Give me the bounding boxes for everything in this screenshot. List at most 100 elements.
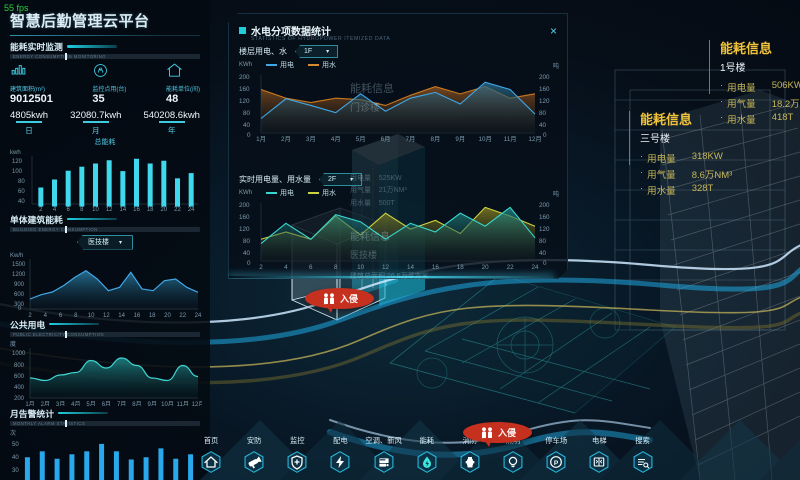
svg-text:4: 4	[44, 313, 48, 317]
svg-text:22: 22	[179, 313, 186, 317]
svg-text:200: 200	[14, 396, 25, 402]
svg-text:160: 160	[539, 214, 550, 221]
svg-text:120: 120	[539, 226, 550, 233]
svg-text:160: 160	[539, 86, 550, 93]
svg-text:600: 600	[14, 292, 25, 298]
svg-text:10: 10	[92, 207, 99, 212]
svg-text:8月: 8月	[132, 401, 141, 406]
svg-text:200: 200	[239, 202, 250, 209]
svg-text:8: 8	[74, 313, 78, 317]
svg-text:60: 60	[18, 189, 25, 195]
svg-text:24: 24	[188, 207, 195, 212]
svg-text:100: 100	[12, 169, 23, 175]
svg-text:0: 0	[247, 132, 251, 139]
svg-text:9月: 9月	[455, 135, 465, 142]
svg-text:12月: 12月	[528, 135, 541, 142]
svg-text:P: P	[554, 460, 559, 467]
svg-text:40: 40	[12, 455, 19, 461]
svg-text:14: 14	[118, 313, 125, 317]
svg-text:2月: 2月	[281, 135, 291, 142]
svg-text:3月: 3月	[56, 401, 65, 406]
svg-text:18: 18	[147, 207, 154, 212]
svg-text:6: 6	[59, 313, 63, 317]
svg-text:40: 40	[243, 250, 251, 257]
svg-text:14: 14	[119, 207, 126, 212]
svg-text:10月: 10月	[161, 401, 174, 406]
svg-text:6: 6	[309, 264, 313, 270]
svg-text:80: 80	[539, 238, 547, 245]
svg-text:8月: 8月	[430, 135, 440, 142]
svg-text:22: 22	[174, 207, 181, 212]
svg-text:8: 8	[334, 264, 338, 270]
svg-text:900: 900	[14, 282, 25, 288]
svg-text:12: 12	[106, 207, 113, 212]
svg-text:6月: 6月	[102, 401, 111, 406]
svg-text:40: 40	[243, 122, 251, 129]
svg-text:度: 度	[10, 340, 16, 348]
svg-text:7月: 7月	[117, 401, 126, 406]
svg-text:120: 120	[12, 159, 23, 165]
svg-text:2: 2	[28, 313, 32, 317]
svg-text:400: 400	[14, 385, 25, 391]
svg-text:80: 80	[18, 179, 25, 185]
svg-text:1000: 1000	[12, 351, 26, 357]
svg-text:0: 0	[543, 260, 547, 267]
svg-text:1月: 1月	[25, 401, 34, 406]
svg-text:200: 200	[239, 74, 250, 81]
svg-text:7月: 7月	[406, 135, 416, 142]
svg-text:600: 600	[14, 374, 25, 380]
svg-text:kwh: kwh	[10, 150, 21, 156]
svg-text:4: 4	[53, 207, 57, 212]
svg-text:1500: 1500	[12, 262, 26, 268]
svg-text:80: 80	[243, 238, 251, 245]
svg-text:12月: 12月	[192, 401, 202, 406]
svg-text:160: 160	[239, 214, 250, 221]
svg-text:120: 120	[239, 226, 250, 233]
svg-text:20: 20	[164, 313, 171, 317]
svg-text:8: 8	[80, 207, 84, 212]
svg-text:0: 0	[543, 132, 547, 139]
svg-text:80: 80	[243, 110, 251, 117]
svg-text:18: 18	[149, 313, 156, 317]
svg-text:1月: 1月	[256, 135, 266, 142]
svg-text:次: 次	[10, 429, 16, 437]
svg-text:40: 40	[539, 250, 547, 257]
svg-text:18: 18	[457, 264, 465, 270]
svg-text:0: 0	[247, 260, 251, 267]
svg-text:9月: 9月	[148, 401, 157, 406]
svg-text:40: 40	[539, 122, 547, 129]
svg-text:14: 14	[407, 264, 415, 270]
svg-text:20: 20	[160, 207, 167, 212]
svg-text:4: 4	[284, 264, 288, 270]
svg-text:40: 40	[18, 199, 25, 205]
svg-text:4月: 4月	[71, 401, 80, 406]
svg-text:10月: 10月	[479, 135, 492, 142]
svg-text:22: 22	[507, 264, 515, 270]
svg-text:6: 6	[66, 207, 70, 212]
svg-text:30: 30	[12, 468, 19, 474]
svg-text:16: 16	[133, 207, 140, 212]
svg-text:120: 120	[539, 98, 550, 105]
svg-text:11月: 11月	[177, 401, 189, 406]
svg-text:6月: 6月	[381, 135, 391, 142]
svg-text:24: 24	[195, 313, 202, 317]
svg-text:16: 16	[134, 313, 141, 317]
svg-text:80: 80	[539, 110, 547, 117]
svg-text:1200: 1200	[12, 272, 26, 278]
svg-text:11月: 11月	[504, 135, 517, 142]
svg-text:5月: 5月	[356, 135, 366, 142]
svg-text:800: 800	[14, 363, 25, 369]
svg-text:16: 16	[432, 264, 440, 270]
svg-text:200: 200	[539, 74, 550, 81]
svg-text:4月: 4月	[331, 135, 341, 142]
svg-text:5月: 5月	[86, 401, 95, 406]
svg-text:12: 12	[382, 264, 390, 270]
svg-text:20: 20	[482, 264, 490, 270]
svg-text:Kw/h: Kw/h	[10, 253, 23, 259]
svg-text:2: 2	[39, 207, 43, 212]
svg-text:160: 160	[239, 86, 250, 93]
svg-text:200: 200	[539, 202, 550, 209]
svg-text:10: 10	[357, 264, 365, 270]
svg-text:2: 2	[259, 264, 263, 270]
svg-text:10: 10	[88, 313, 95, 317]
